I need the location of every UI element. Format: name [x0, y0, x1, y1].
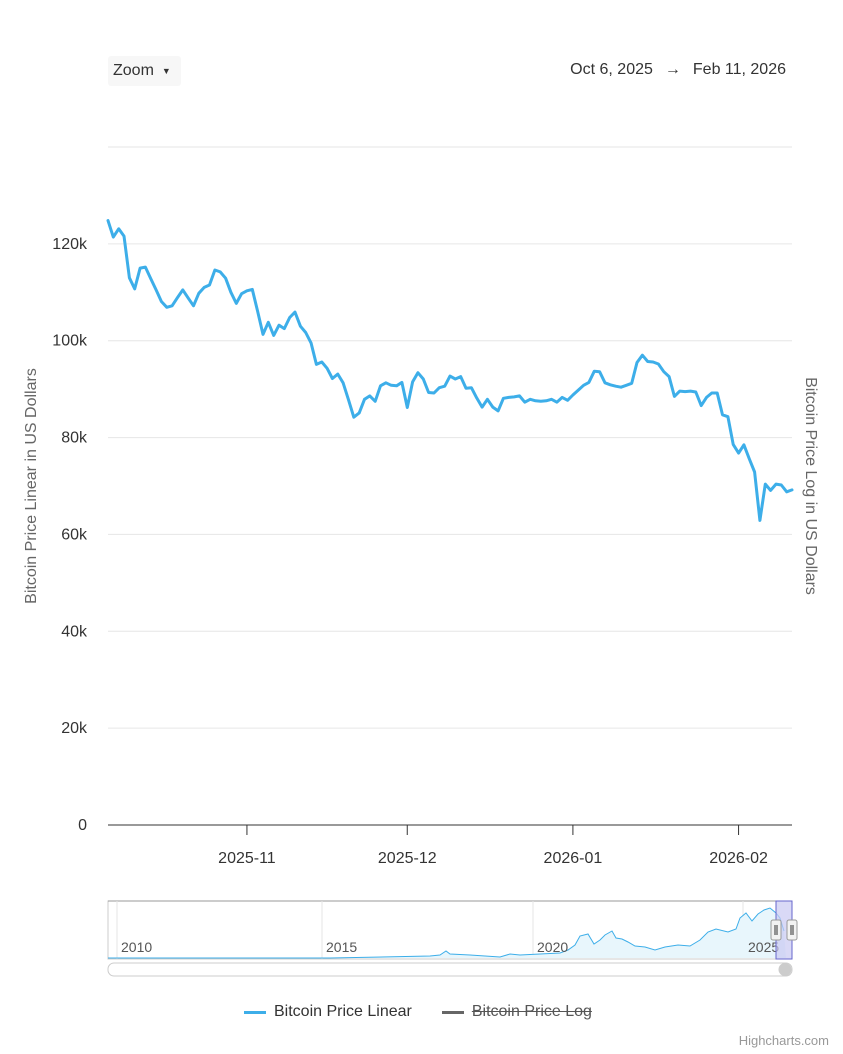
- y-axis-right-title: Bitcoin Price Log in US Dollars: [802, 377, 819, 595]
- scrollbar[interactable]: [107, 962, 793, 977]
- y-tick-label: 60k: [61, 526, 88, 543]
- legend-label: Bitcoin Price Log: [471, 1003, 592, 1020]
- y-axis-tick-labels: 0 20k 40k 60k 80k 100k 120k: [52, 236, 88, 834]
- legend-line-icon: [441, 1010, 464, 1014]
- x-tick-label: 2025-11: [218, 850, 276, 867]
- chevron-down-icon: ▼: [161, 66, 171, 76]
- scrollbar-thumb[interactable]: [778, 963, 792, 976]
- navigator-year-2025: 2025: [748, 939, 779, 955]
- range-from[interactable]: Oct 6, 2025: [570, 61, 653, 78]
- scrollbar-track[interactable]: [107, 962, 793, 977]
- navigator-series-line: [108, 907, 785, 959]
- x-tick-label: 2025-12: [378, 850, 437, 867]
- legend-label: Bitcoin Price Linear: [274, 1003, 412, 1020]
- series-line[interactable]: [106, 219, 794, 522]
- range-to[interactable]: Feb 11, 2026: [692, 61, 786, 78]
- navigator-right-handle[interactable]: [786, 919, 798, 941]
- zoom-dropdown[interactable]: Zoom ▼: [108, 56, 181, 86]
- date-range: Oct 6, 2025 → Feb 11, 2026: [570, 61, 786, 79]
- y-tick-label: 100k: [52, 333, 88, 350]
- grid-lines: [108, 146, 792, 729]
- y-tick-label: 120k: [52, 236, 88, 253]
- navigator[interactable]: 2010 2015 2020 2025: [107, 900, 798, 960]
- legend-item-log[interactable]: Bitcoin Price Log: [441, 1003, 592, 1021]
- y-tick-label: 20k: [61, 720, 88, 737]
- navigator-series-area: [108, 908, 786, 958]
- navigator-left-handle[interactable]: [770, 919, 782, 941]
- legend-line-icon: [244, 1010, 266, 1014]
- x-tick-label: 2026-02: [709, 850, 768, 867]
- y-axis-title: Bitcoin Price Linear in US Dollars: [23, 368, 40, 604]
- arrow-right-icon: →: [664, 61, 681, 78]
- y-tick-label: 40k: [61, 623, 88, 640]
- credits-link[interactable]: Highcharts.com: [738, 1033, 829, 1048]
- y-tick-label: 80k: [61, 430, 88, 447]
- navigator-year-2010: 2010: [121, 939, 152, 955]
- legend-item-linear[interactable]: Bitcoin Price Linear: [244, 1003, 412, 1021]
- navigator-year-2020: 2020: [537, 939, 568, 955]
- zoom-label: Zoom: [113, 62, 154, 79]
- y-tick-label: 0: [78, 817, 87, 834]
- x-axis: 2025-11 2025-12 2026-01 2026-02: [108, 824, 792, 867]
- legend: Bitcoin Price Linear Bitcoin Price Log: [244, 1003, 592, 1021]
- x-tick-label: 2026-01: [544, 850, 603, 867]
- series-layer: [106, 219, 794, 522]
- navigator-year-2015: 2015: [326, 939, 357, 955]
